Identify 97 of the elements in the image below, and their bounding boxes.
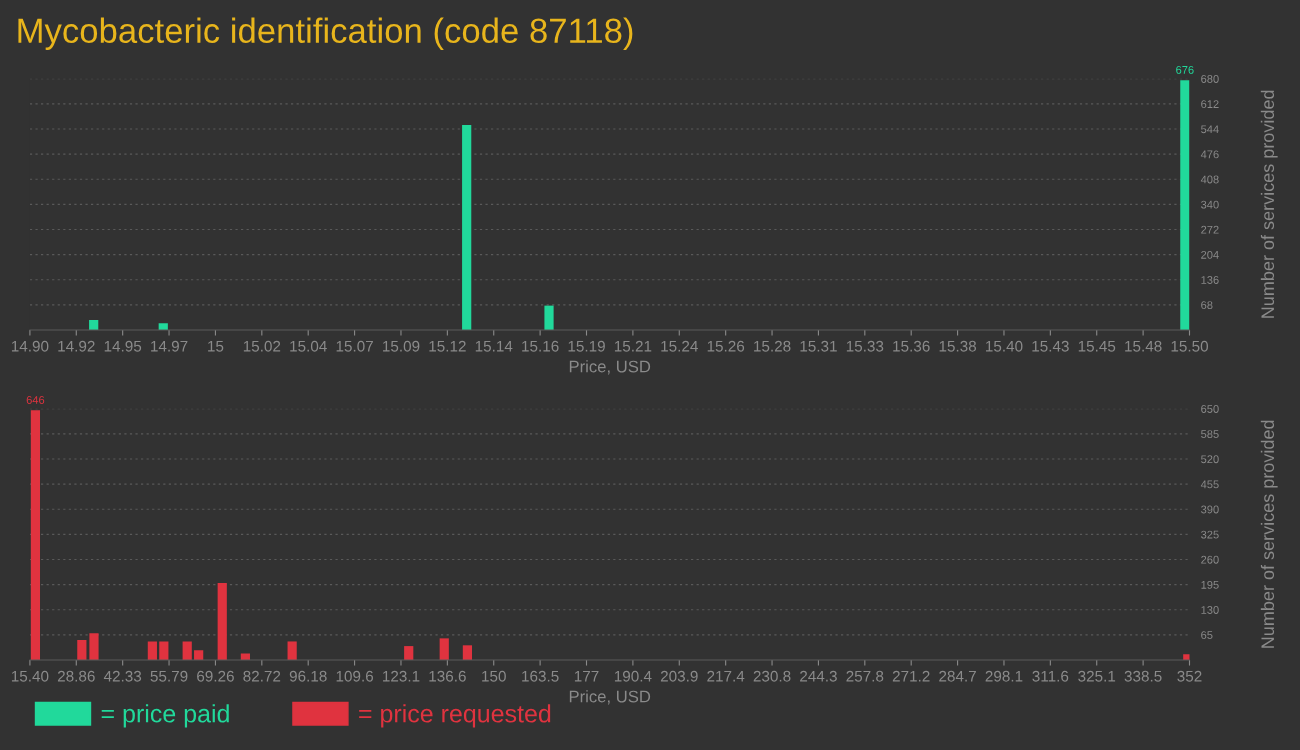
y-tick-label: 390 (1201, 505, 1219, 514)
x-tick-label: 15.14 (475, 340, 513, 352)
x-tick-label: 123.1 (383, 670, 420, 682)
x-tick-label: 15.43 (1032, 340, 1069, 352)
x-tick-label: 163.5 (522, 670, 559, 682)
bar (77, 639, 87, 660)
x-tick-label: 15.09 (383, 340, 420, 352)
x-tick-label: 217.4 (707, 670, 745, 682)
bar (240, 653, 250, 660)
y-tick-label: 195 (1201, 580, 1219, 589)
legend-label: = price paid (101, 704, 229, 728)
y-tick-label: 650 (1201, 405, 1219, 413)
bar (217, 583, 227, 660)
x-tick-label: 15.36 (893, 340, 930, 352)
x-tick-label: 230.8 (753, 670, 791, 682)
bar (462, 124, 472, 330)
x-tick-label: 15.31 (800, 340, 837, 352)
x-tick-label: 352 (1177, 670, 1202, 682)
x-tick-label: 14.95 (104, 340, 142, 352)
x-tick-label: 69.26 (197, 670, 234, 682)
legend-label: = price requested (359, 704, 551, 728)
y-tick-label: 585 (1201, 430, 1219, 439)
x-tick-label: 15.07 (336, 340, 373, 352)
x-tick-label: 257.8 (846, 670, 884, 682)
x-tick-label: 338.5 (1124, 670, 1162, 682)
x-tick-label: 150 (482, 670, 506, 682)
y-tick-label: 130 (1201, 606, 1219, 614)
y-tick-label: 68 (1201, 301, 1213, 310)
x-tick-label: 15.04 (290, 340, 327, 352)
x-tick-label: 284.7 (939, 670, 976, 682)
x-tick-label: 15.02 (243, 340, 281, 352)
x-tick-label: 203.9 (660, 670, 698, 682)
bar (159, 641, 169, 660)
bar (147, 641, 157, 660)
x-tick-label: 15.28 (754, 340, 791, 352)
x-tick-label: 55.79 (150, 670, 188, 682)
x-tick-label: 42.33 (103, 670, 142, 682)
x-tick-label: 136.6 (429, 670, 466, 682)
y-tick-label: 65 (1201, 631, 1213, 640)
x-tick-label: 15.19 (568, 340, 605, 352)
x-tick-label: 14.92 (58, 340, 95, 352)
x-tick-label: 82.72 (243, 670, 281, 682)
bar (182, 641, 192, 660)
bar (462, 645, 473, 660)
x-tick-label: 15.16 (522, 340, 559, 352)
x-tick-label: 14.97 (151, 340, 188, 352)
y-tick-label: 260 (1201, 555, 1219, 564)
x-tick-label: 15.40 (986, 340, 1023, 352)
x-tick-label: 15.45 (1078, 340, 1116, 352)
y-tick-label: 272 (1201, 225, 1219, 234)
x-tick-label: 14.90 (11, 340, 49, 352)
y-tick-label: 612 (1201, 100, 1219, 109)
bar (194, 650, 204, 660)
x-tick-label: 109.6 (336, 670, 374, 682)
data-label: 646 (26, 396, 45, 404)
bar (404, 646, 414, 660)
x-tick-label: 15.21 (614, 340, 652, 352)
y-tick-label: 204 (1201, 250, 1219, 259)
y-tick-label: 476 (1200, 150, 1219, 159)
y-tick-label: 455 (1200, 480, 1219, 489)
x-tick-label: 28.86 (57, 670, 95, 682)
x-tick-label: 298.1 (985, 670, 1023, 682)
y-tick-label: 520 (1201, 455, 1219, 464)
y-tick-label: 340 (1201, 200, 1219, 209)
y-axis-title: Number of services provided (1260, 420, 1278, 648)
y-tick-label: 544 (1201, 125, 1219, 134)
x-tick-label: 15.33 (846, 340, 884, 352)
y-axis-title: Number of services provided (1260, 90, 1278, 318)
bar (287, 641, 297, 660)
chart-title: Mycobacteric identification (code 87118) (18, 17, 633, 50)
x-tick-label: 311.6 (1032, 670, 1069, 682)
x-tick-label: 15.48 (1125, 340, 1162, 352)
y-tick-label: 325 (1201, 530, 1219, 539)
x-axis-title: Price, USD (569, 690, 651, 705)
y-tick-label: 680 (1201, 75, 1219, 83)
x-tick-label: 190.4 (614, 670, 652, 682)
x-tick-label: 177 (574, 670, 599, 682)
x-tick-label: 325.1 (1078, 670, 1116, 682)
x-tick-label: 271.2 (892, 670, 930, 682)
x-tick-label: 15.24 (661, 340, 698, 352)
y-tick-label: 136 (1201, 276, 1219, 284)
x-tick-label: 244.3 (800, 670, 837, 682)
data-label: 676 (1176, 66, 1194, 74)
bar (544, 305, 554, 330)
x-tick-label: 15.50 (1171, 340, 1209, 352)
bar (1180, 80, 1190, 330)
x-axis-title: Price, USD (569, 360, 651, 375)
bar (89, 633, 99, 660)
x-tick-label: 15 (208, 340, 224, 352)
x-tick-label: 15.12 (429, 340, 466, 352)
x-tick-label: 15.26 (707, 340, 745, 352)
y-tick-label: 408 (1200, 175, 1219, 184)
bar (30, 410, 41, 660)
x-tick-label: 15.38 (939, 340, 977, 352)
x-tick-label: 96.18 (289, 670, 327, 682)
bar (439, 638, 449, 660)
x-tick-label: 15.40 (11, 670, 49, 682)
